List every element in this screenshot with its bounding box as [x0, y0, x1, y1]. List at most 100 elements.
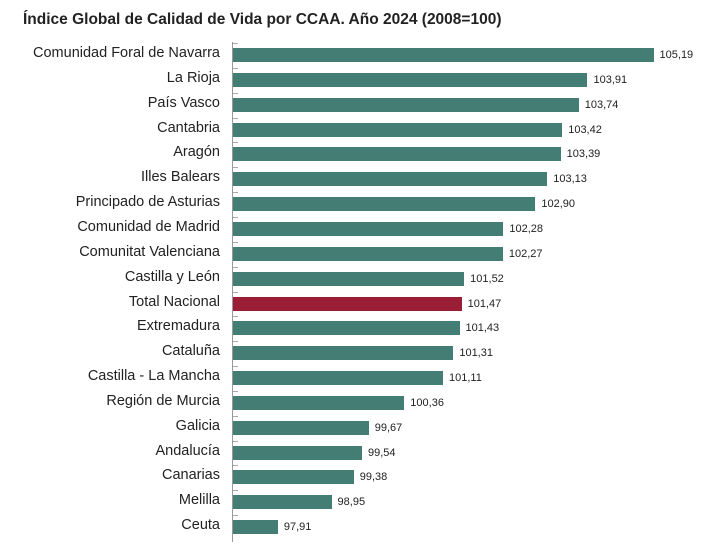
category-label: Illes Balears [141, 169, 220, 186]
bar-row: Extremadura 101,43 [0, 318, 716, 336]
bar-row: Melilla 98,95 [0, 492, 716, 510]
axis-tick [233, 92, 238, 94]
category-label: Comunitat Valenciana [79, 243, 220, 260]
bar-row: Ceuta 97,91 [0, 517, 716, 535]
axis-tick [233, 216, 238, 218]
bar [233, 520, 278, 535]
value-label: 97,91 [283, 521, 312, 534]
bar-row: País Vasco 103,74 [0, 94, 716, 112]
bar [233, 470, 354, 485]
axis-tick [233, 142, 238, 144]
bar [233, 420, 369, 435]
axis-tick [233, 415, 238, 417]
axis-tick [233, 266, 238, 268]
value-label: 100,36 [410, 396, 444, 409]
bar-row: Illes Balears 103,13 [0, 169, 716, 187]
axis-tick [233, 316, 238, 318]
axis-tick [233, 465, 238, 467]
bar [233, 445, 362, 460]
bar-row: Principado de Asturias 102,90 [0, 194, 716, 212]
value-label: 99,54 [368, 446, 396, 459]
category-label: Extremadura [136, 318, 220, 335]
value-label: 102,27 [508, 247, 543, 260]
value-label: 102,28 [509, 222, 544, 235]
value-label: 101,43 [465, 322, 500, 335]
axis-tick [233, 366, 238, 368]
bar-row: Aragón 103,39 [0, 144, 716, 162]
bar [233, 221, 504, 236]
bar [233, 346, 454, 361]
bar [233, 246, 503, 261]
category-label: Aragón [173, 144, 220, 161]
chart-title: Índice Global de Calidad de Vida por CCA… [23, 11, 502, 28]
category-label: Galicia [175, 417, 220, 434]
bar-row: Total Nacional 101,47 [0, 293, 716, 311]
bar-row: Cataluña 101,31 [0, 343, 716, 361]
bar [233, 147, 561, 162]
category-label: La Rioja [166, 69, 220, 86]
axis-tick [233, 43, 238, 44]
value-label: 101,31 [459, 347, 493, 360]
category-label: Principado de Asturias [75, 194, 220, 211]
bar [233, 48, 654, 62]
axis-tick [233, 117, 238, 119]
bar [233, 321, 460, 336]
bar [233, 395, 405, 410]
axis-tick [233, 291, 238, 293]
value-label: 101,52 [470, 272, 504, 285]
bar-row: Comunitat Valenciana 102,27 [0, 243, 716, 261]
category-label: Cantabria [157, 119, 220, 136]
value-label: 99,38 [359, 471, 388, 484]
value-label: 99,67 [374, 421, 403, 434]
category-axis-line [232, 42, 233, 542]
category-label: Cataluña [161, 343, 220, 360]
category-label: Total Nacional [128, 293, 220, 310]
bar [233, 495, 332, 510]
bar-row: Castilla y León 101,52 [0, 268, 716, 286]
bar [233, 122, 563, 137]
category-label: País Vasco [147, 94, 220, 111]
axis-tick [233, 341, 238, 343]
axis-tick [233, 390, 238, 392]
value-label: 98,95 [337, 496, 366, 509]
bar [233, 371, 443, 386]
value-label: 103,13 [553, 173, 587, 186]
category-label: Melilla [178, 492, 220, 509]
category-label: Castilla - La Mancha [87, 368, 220, 385]
bar [233, 271, 465, 286]
bar-row: Canarias 99,38 [0, 467, 716, 485]
category-label: Castilla y León [124, 268, 220, 285]
axis-tick [233, 67, 238, 69]
category-label: Andalucía [155, 442, 221, 459]
axis-tick [233, 192, 238, 194]
bar-row: Comunidad Foral de Navarra 105,19 [0, 45, 716, 62]
value-label: 101,11 [449, 372, 482, 385]
value-label: 103,91 [593, 73, 628, 86]
bar-row: Cantabria 103,42 [0, 119, 716, 137]
axis-tick [233, 167, 238, 169]
axis-tick [233, 515, 238, 517]
bar [233, 172, 548, 187]
category-label: Comunidad de Madrid [77, 218, 220, 235]
bar-row: Región de Murcia 100,36 [0, 392, 716, 410]
category-label: Ceuta [181, 517, 220, 534]
bar [233, 197, 536, 212]
bar-row: Comunidad de Madrid 102,28 [0, 218, 716, 236]
category-label: Comunidad Foral de Navarra [33, 45, 220, 61]
bar [233, 97, 579, 112]
bar [233, 296, 462, 311]
bar [233, 72, 588, 87]
value-label: 101,47 [467, 297, 502, 310]
value-label: 103,74 [584, 98, 619, 111]
axis-tick [233, 490, 238, 492]
axis-tick [233, 241, 238, 243]
bar-row: Andalucía 99,54 [0, 442, 716, 460]
value-label: 103,42 [568, 123, 602, 136]
value-label: 103,39 [566, 148, 601, 161]
category-label: Canarias [161, 467, 220, 484]
bar-row: Castilla - La Mancha 101,11 [0, 368, 716, 386]
bar-row: La Rioja 103,91 [0, 69, 716, 87]
category-label: Región de Murcia [106, 392, 220, 409]
value-label: 105,19 [659, 49, 694, 61]
value-label: 102,90 [541, 198, 576, 211]
